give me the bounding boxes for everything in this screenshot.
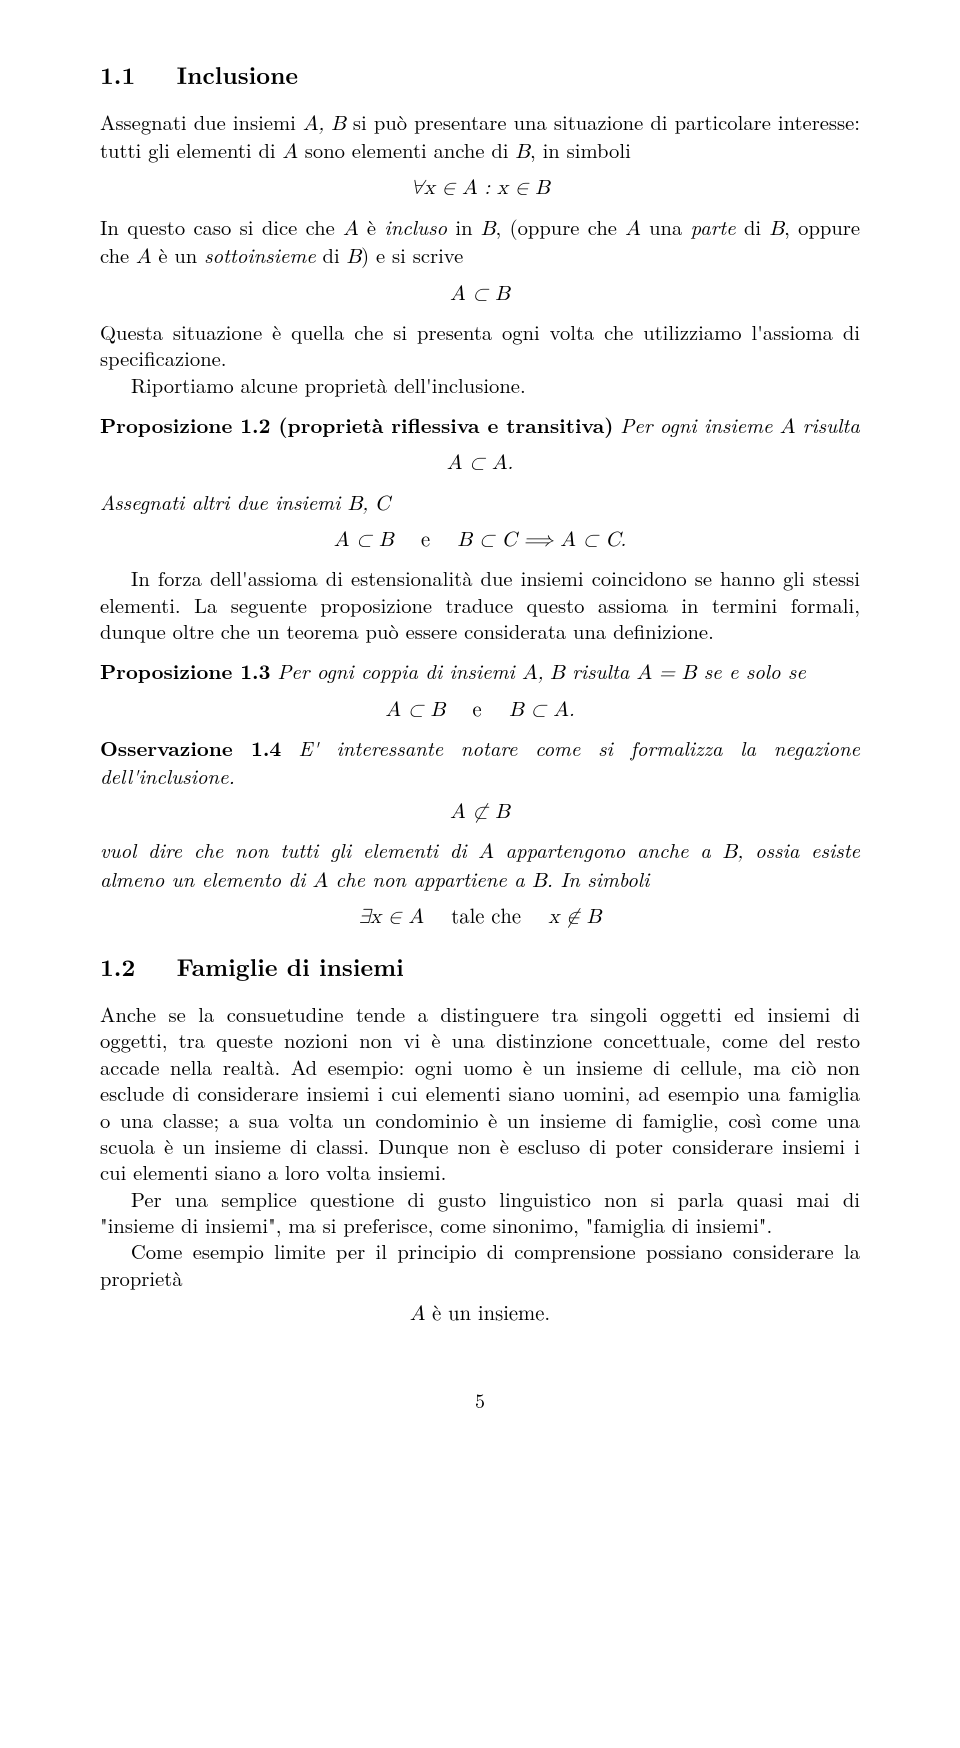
obs-1-4-body: vuol dire che non tutti gli elementi di … — [100, 837, 860, 894]
paragraph-intro: Assegnati due insiemi A, B si può presen… — [100, 109, 860, 166]
display-math-transitive: A ⊂ B e B ⊂ C ⟹ A ⊂ C. — [100, 527, 860, 553]
proposition-1-3: Proposizione 1.3 Per ogni coppia di insi… — [100, 658, 860, 686]
section-heading-2: 1.2 Famiglie di insiemi — [100, 952, 860, 983]
page-number: 5 — [100, 1387, 860, 1413]
section-title: Inclusione — [177, 58, 298, 92]
section-heading: 1.1 Inclusione — [100, 60, 860, 91]
paragraph-estensionalita: In forza dell'assioma di estensionalità … — [100, 565, 860, 644]
prop-1-2-label: Proposizione 1.2 (proprietà riflessiva e… — [100, 411, 613, 440]
display-math-A-insieme: A è un insieme. — [100, 1301, 860, 1327]
display-math-A-eq-B: A ⊂ B e B ⊂ A. — [100, 697, 860, 723]
obs-1-4-label: Osservazione 1.4 — [100, 734, 281, 763]
display-math-A-subset-A: A ⊂ A. — [100, 450, 860, 476]
paragraph-incluso: In questo caso si dice che A è incluso i… — [100, 214, 860, 271]
page: 1.1 Inclusione Assegnati due insiemi A, … — [0, 0, 960, 1748]
display-math-not-subset: A ⊄ B — [100, 799, 860, 825]
display-math-forall: ∀x ∈ A : x ∈ B — [100, 175, 860, 201]
paragraph-famiglie-2: Per una semplice questione di gusto ling… — [100, 1186, 860, 1239]
observation-1-4: Osservazione 1.4 E' interessante notare … — [100, 735, 860, 789]
prop-1-2-part2: Assegnati altri due insiemi B, C — [100, 489, 860, 517]
section-number: 1.1 — [100, 58, 135, 92]
paragraph-specificazione: Questa situazione è quella che si presen… — [100, 319, 860, 372]
prop-1-3-label: Proposizione 1.3 — [100, 657, 270, 686]
paragraph-famiglie-1: Anche se la consuetudine tende a disting… — [100, 1001, 860, 1186]
math-AB: A, B — [303, 113, 346, 134]
section-2-title: Famiglie di insiemi — [177, 950, 404, 984]
paragraph-proprieta: Riportiamo alcune proprietà dell'inclusi… — [100, 372, 860, 398]
section-2-number: 1.2 — [100, 950, 135, 984]
paragraph-famiglie-3: Come esempio limite per il principio di … — [100, 1238, 860, 1291]
display-math-subset: A ⊂ B — [100, 281, 860, 307]
display-math-exists: ∃x ∈ A tale che x ∉ B — [100, 904, 860, 930]
proposition-1-2: Proposizione 1.2 (proprietà riflessiva e… — [100, 412, 860, 440]
